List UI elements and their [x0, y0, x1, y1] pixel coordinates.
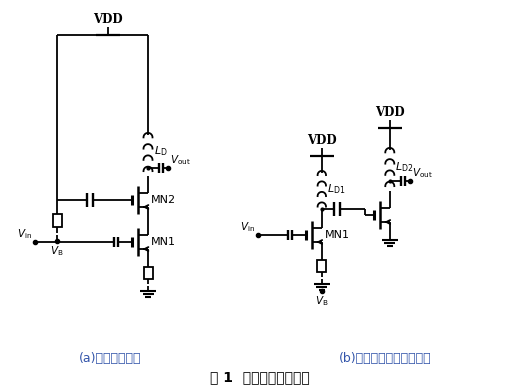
Text: 图 1  经典的驱动级结构: 图 1 经典的驱动级结构 — [210, 370, 310, 384]
Text: VDD: VDD — [307, 134, 336, 147]
Bar — [53, 214, 61, 227]
Text: $V_{\rm B}$: $V_{\rm B}$ — [315, 294, 329, 308]
Text: $V_{\rm in}$: $V_{\rm in}$ — [240, 220, 255, 234]
Text: $V_{\rm out}$: $V_{\rm out}$ — [412, 166, 433, 180]
Bar — [317, 260, 327, 272]
Text: $V_{\rm out}$: $V_{\rm out}$ — [170, 153, 191, 167]
Text: $L_{\rm D}$: $L_{\rm D}$ — [154, 145, 167, 158]
Text: $L_{\rm D2}$: $L_{\rm D2}$ — [395, 161, 413, 174]
Text: MN2: MN2 — [151, 195, 176, 205]
Bar — [144, 267, 152, 279]
Text: VDD: VDD — [93, 13, 123, 26]
Text: (a)共源共栅结构: (a)共源共栅结构 — [79, 351, 141, 365]
Text: MN1: MN1 — [325, 230, 350, 240]
Text: MN1: MN1 — [151, 237, 176, 247]
Text: (b)级联的共源放大器结构: (b)级联的共源放大器结构 — [339, 351, 431, 365]
Text: $V_{\rm B}$: $V_{\rm B}$ — [50, 244, 64, 258]
Text: VDD: VDD — [375, 106, 405, 119]
Text: $L_{\rm D1}$: $L_{\rm D1}$ — [327, 182, 345, 196]
Text: $V_{\rm in}$: $V_{\rm in}$ — [17, 227, 32, 241]
